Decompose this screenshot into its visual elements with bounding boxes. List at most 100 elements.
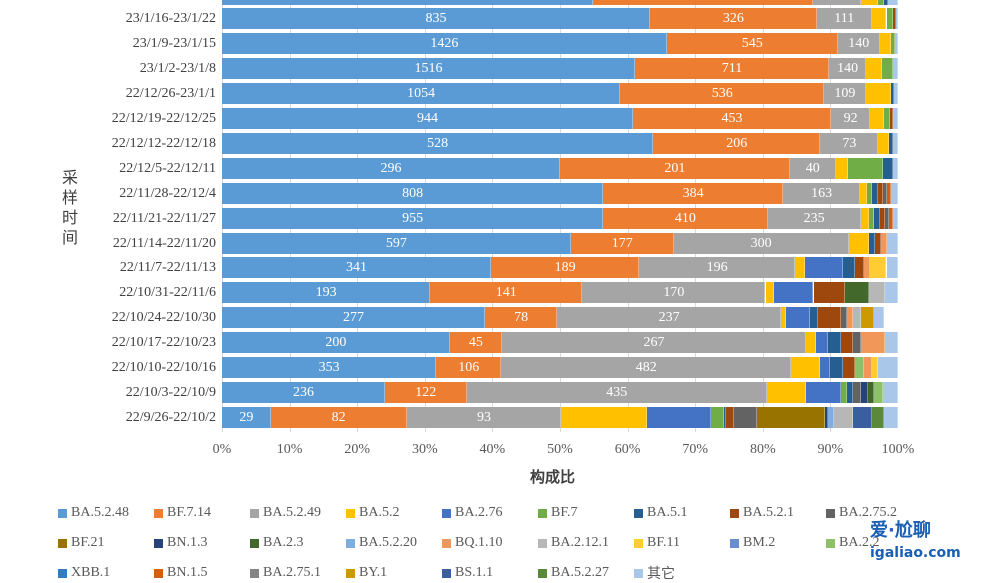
legend-swatch	[634, 538, 643, 548]
bar-segment-BA.5.2	[848, 232, 869, 254]
legend-label: BA.2.12.1	[551, 535, 609, 550]
bar-segment-BA.5.2.48	[222, 232, 571, 254]
bar-row: 29 82 93	[222, 406, 898, 428]
legend-item: BA.2.12.1	[538, 533, 634, 553]
legend-item: BF.21	[58, 533, 154, 553]
legend-swatch	[634, 508, 643, 518]
bar-segment-BA.2.76	[816, 332, 829, 354]
legend-swatch	[538, 538, 547, 548]
bar-row	[222, 0, 898, 5]
bar-segment-BA.5.2.48	[222, 108, 633, 129]
legend-label: BA.2.2	[839, 535, 880, 550]
legend-item: BY.1	[346, 563, 442, 583]
bar-segment-BA.5.2.1	[879, 207, 886, 229]
bar-segment-BA.2.76	[774, 282, 814, 304]
bar-segment-BF.7	[711, 406, 724, 428]
data-label: 1426	[430, 36, 459, 52]
bar-segment-BF.7	[868, 207, 875, 229]
bar-segment-其它	[886, 257, 898, 279]
legend-swatch	[634, 568, 643, 578]
bar-segment-其它	[892, 207, 898, 229]
data-label: 545	[741, 36, 763, 52]
data-label: 528	[427, 135, 449, 151]
bar-segment-BF.7.14	[633, 108, 832, 129]
legend-item: BA.5.2.48	[58, 503, 154, 523]
bar-segment-BA.5.2	[879, 33, 891, 55]
data-label: 93	[476, 409, 491, 425]
bar-segment-BA.5.2.49	[639, 257, 796, 279]
y-category-label: 23/1/16-23/1/22	[125, 11, 216, 27]
y-category-label: 22/12/5-22/12/11	[119, 160, 216, 176]
y-category-label: 22/10/3-22/10/9	[125, 384, 216, 400]
bar-segment-BA.5.2	[806, 332, 817, 354]
bar-segment-BA.5.2	[766, 381, 807, 403]
bar-segment-BA.5.2.49	[837, 33, 880, 55]
y-category-label: 23/1/9-23/1/15	[132, 36, 216, 52]
legend-label: BS.1.1	[455, 565, 494, 580]
bar-segment-BA.5.2	[781, 307, 786, 329]
bar-segment-BA.5.2	[765, 282, 775, 304]
legend-item: BA.2.76	[442, 503, 538, 523]
bar-segment-BA.5.2.49	[783, 182, 861, 204]
bar-segment-BN.1.5	[887, 182, 892, 204]
legend-item: BA.5.2.27	[538, 563, 634, 583]
bar-segment-BA.5.1	[883, 157, 894, 179]
legend-item: BA.2.75.2	[826, 503, 922, 523]
legend-label: BA.2.3	[263, 535, 304, 550]
bar-row: 835 326 111	[222, 8, 898, 30]
data-label: 944	[417, 111, 438, 126]
bar-segment-BA.5.2	[870, 108, 885, 129]
bar-segment-BF.7.14	[593, 0, 813, 5]
bar-segment-BQ.1.10	[846, 307, 853, 329]
bar-segment-BA.2.2	[874, 381, 884, 403]
bar-segment-BA.5.2.48	[222, 58, 636, 80]
bar-segment-BF.7.14	[560, 157, 790, 179]
bar-segment-BA.5.2.49	[582, 282, 766, 304]
data-label: 106	[458, 360, 480, 375]
bar-row: 597 177 300	[222, 232, 898, 254]
bar-segment-BA.5.2.1	[892, 8, 896, 30]
y-category-label: 22/10/24-22/10/30	[111, 310, 216, 326]
data-label: 196	[706, 260, 728, 276]
data-label: 326	[722, 11, 744, 27]
bar-segment-BA.5.2.27	[871, 406, 884, 428]
legend-swatch	[58, 538, 67, 548]
bar-segment-BA.5.2.48	[222, 83, 621, 105]
bar-segment-BA.5.2.48	[222, 132, 654, 154]
data-label: 109	[834, 86, 856, 102]
bar-segment-其它	[887, 232, 898, 254]
bar-segment-其它	[893, 58, 898, 80]
bar-segment-BA.5.1	[889, 132, 894, 154]
legend-swatch	[58, 508, 67, 518]
bar-segment-其它	[893, 157, 898, 179]
bar-segment-BF.7.14	[653, 132, 821, 154]
data-label: 296	[380, 160, 402, 176]
bar-segment-BA.2.75.2	[853, 381, 862, 403]
bar-segment-BA.5.2.1	[855, 257, 864, 279]
data-label: 482	[635, 360, 657, 375]
bar-segment-其它	[891, 182, 898, 204]
bar-segment-BA.5.2	[835, 157, 848, 179]
plot-area: 835 326 111 1426 545 140 1516 711 140 1054 536 109 9…	[222, 0, 898, 432]
y-category-label: 22/10/31-22/11/6	[119, 285, 216, 301]
bar-segment-BA.5.2.48	[222, 157, 560, 179]
bar-segment-BA.5.2.48	[222, 0, 594, 5]
bar-segment-BA.5.2.48	[222, 182, 604, 204]
legend-label: BA.5.2.20	[359, 535, 417, 550]
legend-item: BN.1.3	[154, 533, 250, 553]
x-tick-label: 60%	[614, 442, 641, 457]
x-tick-label: 70%	[682, 442, 709, 457]
x-tick-label: 40%	[479, 442, 506, 457]
bar-segment-BA.5.2	[866, 58, 883, 80]
bar-segment-BA.5.2.49	[816, 8, 872, 30]
legend-label: BA.5.2.48	[71, 505, 129, 520]
bar-segment-BQ.1.10	[860, 332, 886, 354]
legend-swatch	[250, 538, 259, 548]
legend-swatch	[826, 508, 835, 518]
x-tick-label: 20%	[344, 442, 371, 457]
legend-swatch	[538, 568, 547, 578]
bar-segment-BA.2.75.2	[734, 406, 757, 428]
legend-item: BN.1.5	[154, 563, 250, 583]
bar-segment-BA.5.2.48	[222, 381, 385, 403]
bar-segment-BA.2.12.1	[868, 282, 886, 304]
